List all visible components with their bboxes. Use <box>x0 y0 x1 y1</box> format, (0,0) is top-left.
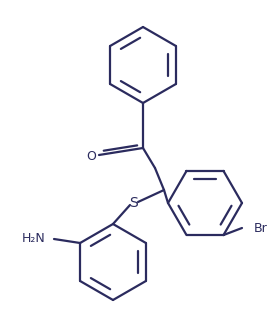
Text: S: S <box>130 196 138 210</box>
Text: H₂N: H₂N <box>22 232 46 245</box>
Text: O: O <box>86 150 96 162</box>
Text: Br: Br <box>254 221 268 234</box>
